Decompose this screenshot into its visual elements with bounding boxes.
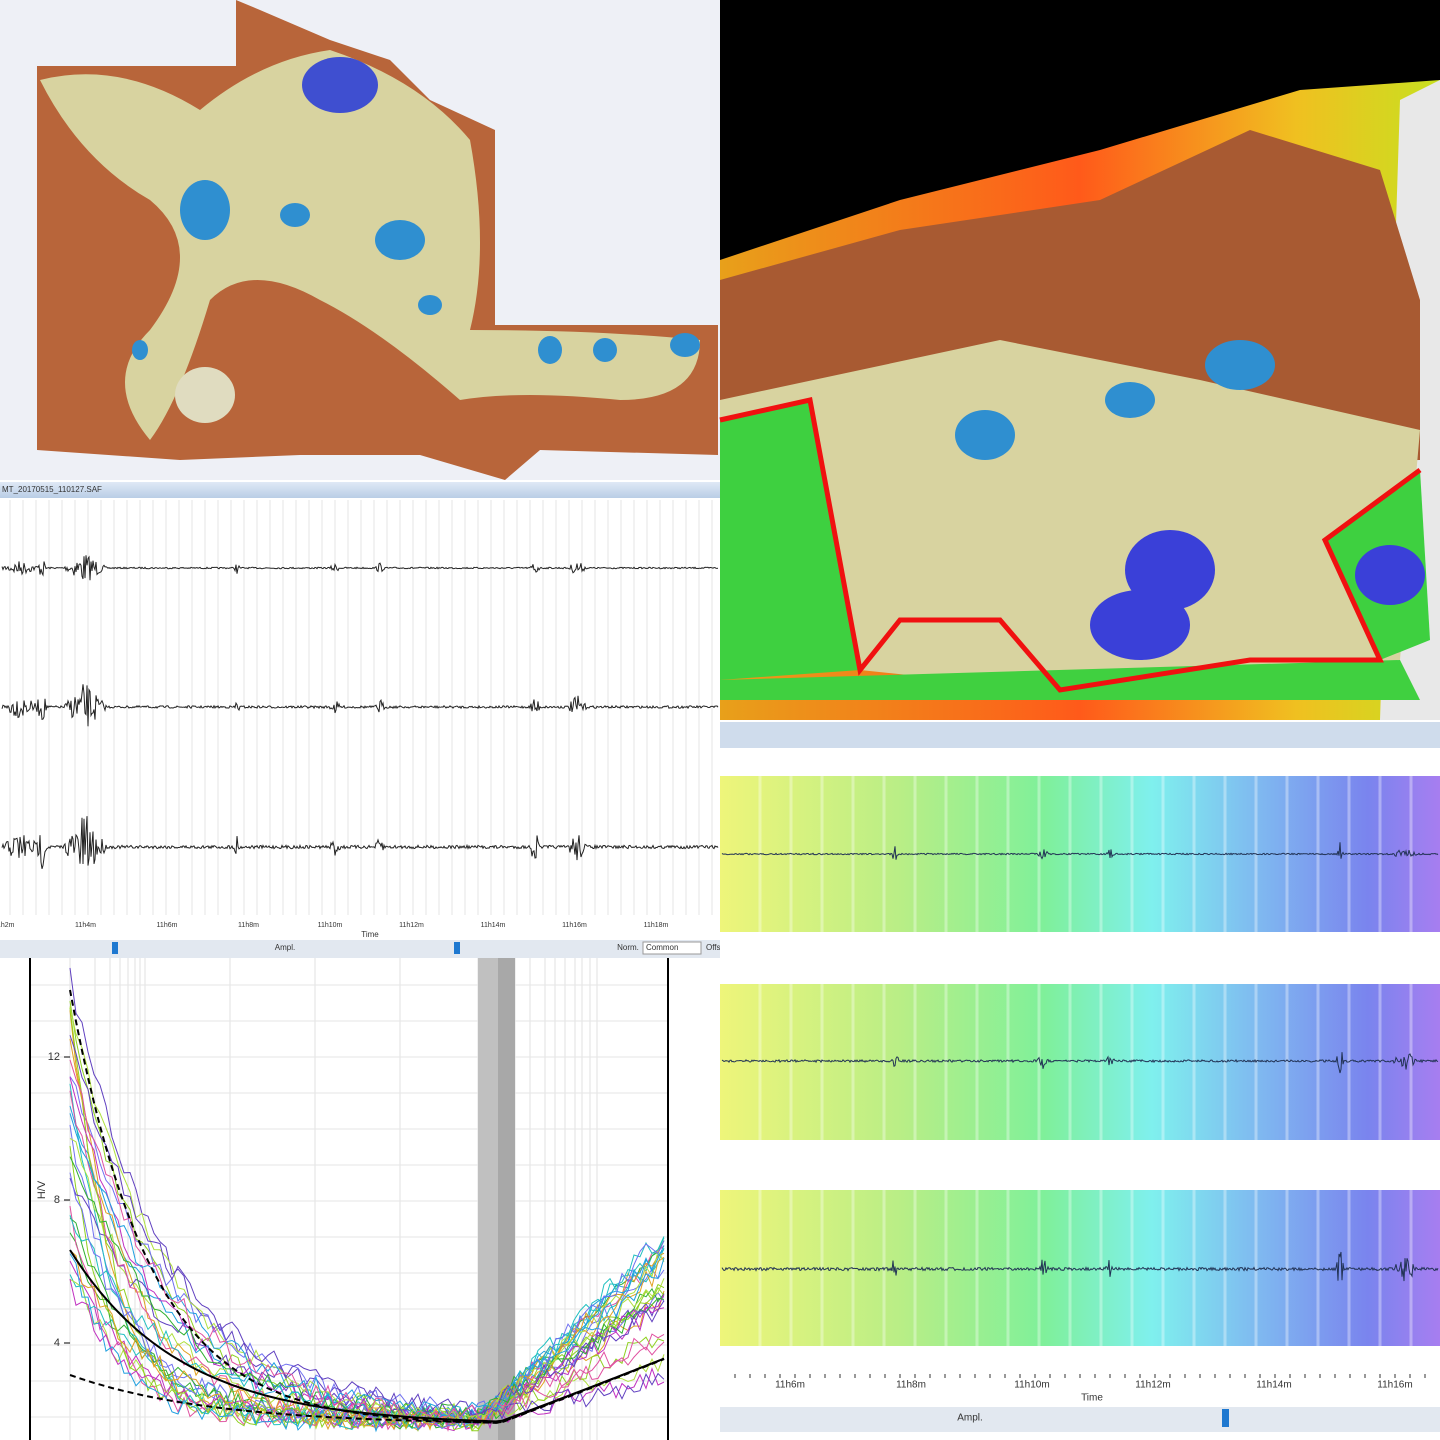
time-tick-label: 11h6m xyxy=(775,1380,805,1391)
time-tick-label: 11h16m xyxy=(562,922,587,929)
waveform xyxy=(1,816,719,869)
time-tick-label: 11h10m xyxy=(1014,1380,1049,1391)
hv-mean xyxy=(69,1357,665,1424)
y-tick-label: 8 xyxy=(54,1194,60,1206)
terrain-3d xyxy=(719,0,1440,720)
waveform xyxy=(1,555,719,581)
time-tick-label: 11h6m xyxy=(157,922,178,929)
seismogram-window: MT_20170515_110127.SAF 11h2m 11h4m 11h6m 11… xyxy=(0,480,721,958)
waveform xyxy=(721,1052,1439,1074)
axis-label: H/V xyxy=(36,1180,48,1199)
mode-dropdown[interactable] xyxy=(642,941,702,955)
hv-curve xyxy=(69,1172,665,1429)
time-tick-label: 11h10m xyxy=(318,922,343,929)
toolbar-label: Offs xyxy=(706,943,721,952)
time-tick-label: 11h14m xyxy=(1256,1380,1291,1391)
hv-curve xyxy=(69,1001,665,1428)
hv-curve xyxy=(69,1113,665,1419)
time-tick-label: 11h4m xyxy=(75,922,96,929)
toolbar-label: Norm. xyxy=(617,943,639,952)
time-tick-label: 11h14m xyxy=(481,922,506,929)
hv-curve xyxy=(69,1006,665,1425)
dropdown-value: Common xyxy=(646,943,678,952)
toolbar-label: Ampl. xyxy=(275,943,295,952)
terrain-map xyxy=(0,0,720,480)
hv-curve xyxy=(69,1034,665,1416)
toolbar-label: Ampl. xyxy=(957,1413,983,1424)
waveform xyxy=(721,842,1439,860)
seismogram-spectral: 11h6m 11h8m 11h10m 11h12m 11h14m 11h16m Time … xyxy=(720,720,1440,1440)
time-tick-label: 11h16m xyxy=(1377,1380,1412,1391)
hv-curve xyxy=(69,1038,665,1431)
hv-curve xyxy=(69,1156,665,1422)
y-tick-label: 12 xyxy=(48,1051,60,1063)
axis-label: Time xyxy=(1081,1393,1103,1404)
y-tick-label: 4 xyxy=(54,1337,60,1349)
time-tick-label: 11h12m xyxy=(399,922,424,929)
time-tick-label: 11h18m xyxy=(644,922,669,929)
hv-curve xyxy=(69,1137,665,1427)
hv-plot: 12 8 4 H/V xyxy=(0,958,720,1440)
window-title: MT_20170515_110127.SAF xyxy=(2,485,102,494)
hv-curve xyxy=(69,1217,665,1430)
time-tick-label: 11h8m xyxy=(238,922,259,929)
axis-label: Time xyxy=(361,930,379,939)
time-tick-label: 11h12m xyxy=(1135,1380,1170,1391)
time-tick-label: 11h2m xyxy=(0,922,15,929)
hv-mean xyxy=(69,989,665,1424)
waveform xyxy=(721,1251,1439,1282)
time-tick-label: 11h8m xyxy=(896,1380,926,1391)
waveform xyxy=(1,684,719,727)
